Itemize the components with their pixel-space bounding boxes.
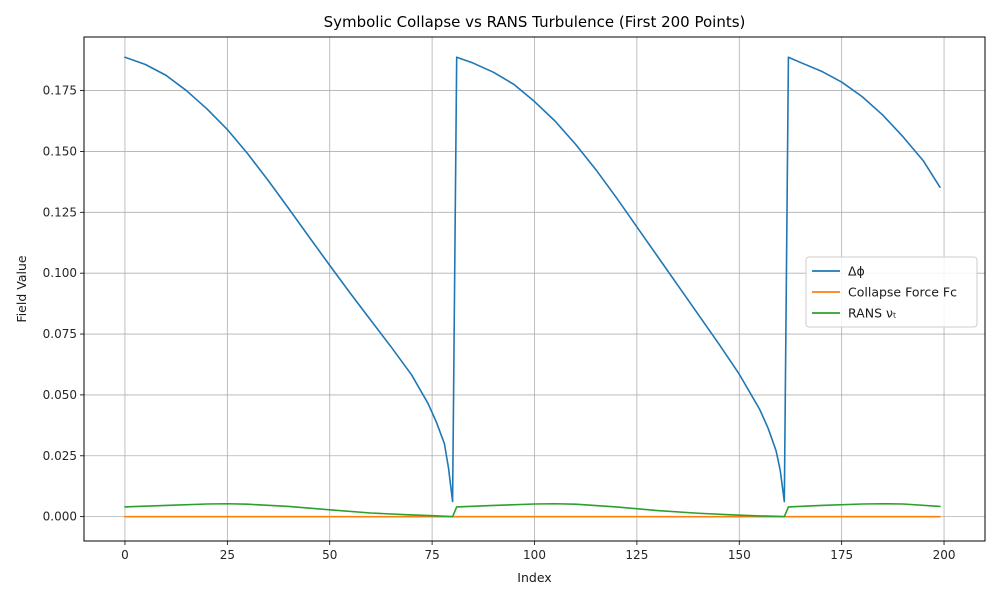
legend-label: RANS νₜ [848, 306, 897, 321]
y-tick-label: 0.025 [43, 449, 77, 463]
series-layer [124, 56, 941, 518]
legend-box [805, 256, 978, 328]
y-tick-label: 0.125 [43, 205, 77, 219]
y-axis-label: Field Value [14, 255, 29, 322]
x-axis-label: Index [517, 570, 551, 585]
legend: Δϕ Collapse Force Fc RANS νₜ [805, 256, 978, 328]
x-tick-label: 0 [121, 548, 129, 562]
y-tick-label: 0.175 [43, 84, 77, 98]
x-tick-label: 75 [424, 548, 439, 562]
x-tick-label: 25 [220, 548, 235, 562]
legend-label: Δϕ [848, 264, 865, 279]
y-tick-label: 0.050 [43, 388, 77, 402]
y-tick-label: 0.075 [43, 327, 77, 341]
x-tick-label: 50 [322, 548, 337, 562]
x-tick-label: 125 [625, 548, 648, 562]
y-tick-label: 0.100 [43, 266, 77, 280]
x-tick-label: 150 [728, 548, 751, 562]
series-line-1 [124, 56, 941, 503]
series-line-3 [124, 502, 941, 518]
ticks: 0 25 50 75 100 125 150 175 200 0.000 0.025 0.050 0.0… [43, 84, 956, 562]
x-tick-label: 100 [523, 548, 546, 562]
x-tick-label: 175 [830, 548, 853, 562]
x-tick-label: 200 [933, 548, 956, 562]
legend-label: Collapse Force Fc [848, 285, 957, 300]
y-tick-label: 0.000 [43, 510, 77, 524]
chart-title: Symbolic Collapse vs RANS Turbulence (Fi… [324, 13, 746, 31]
y-tick-label: 0.150 [43, 144, 77, 158]
